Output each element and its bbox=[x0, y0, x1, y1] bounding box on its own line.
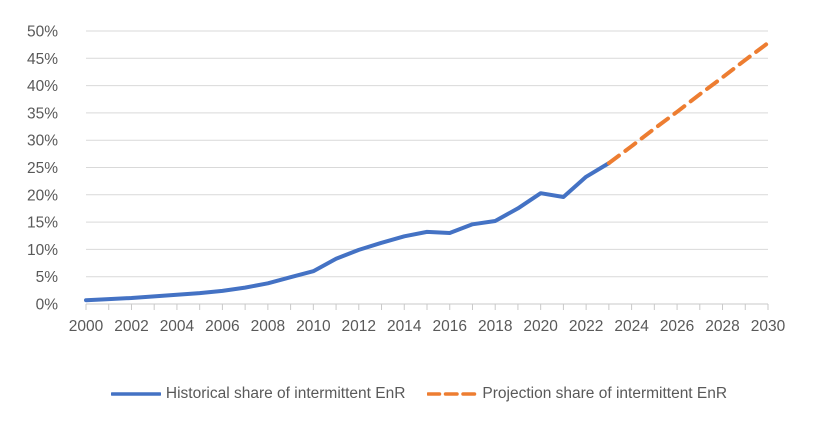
y-axis-tick-label: 45% bbox=[27, 51, 58, 68]
legend-label-historical: Historical share of intermittent EnR bbox=[165, 385, 406, 402]
x-axis-tick-label: 2014 bbox=[387, 318, 422, 335]
legend-item-historical: Historical share of intermittent EnR bbox=[110, 385, 406, 403]
x-axis-tick-label: 2004 bbox=[160, 318, 195, 335]
y-axis-tick-label: 0% bbox=[36, 297, 59, 314]
y-axis-tick-label: 50% bbox=[27, 24, 58, 41]
x-axis-tick-label: 2026 bbox=[660, 318, 694, 335]
y-axis-tick-label: 35% bbox=[27, 105, 58, 122]
x-axis-tick-label: 2028 bbox=[705, 318, 739, 335]
line-chart: 0% 5% 10% 15% 20% 25% 30% 35% 40% 45% 50% 2000 2002 2… bbox=[27, 24, 786, 336]
x-axis-tick-label: 2022 bbox=[569, 318, 603, 335]
y-axis-tick-label: 10% bbox=[27, 242, 58, 259]
legend-swatch-projection-line bbox=[427, 392, 478, 396]
x-axis-tick-label: 2018 bbox=[478, 318, 512, 335]
legend-label-projection: Projection share of intermittent EnR bbox=[482, 385, 728, 402]
x-axis-tick-label: 2000 bbox=[69, 318, 104, 335]
x-axis-tick-label: 2008 bbox=[251, 318, 285, 335]
y-axis-tick-label: 5% bbox=[36, 269, 59, 286]
x-axis-tick-label: 2020 bbox=[523, 318, 558, 335]
x-axis-tick-label: 2010 bbox=[296, 318, 331, 335]
chart-legend: Historical share of intermittent EnR Pro… bbox=[0, 385, 838, 403]
y-axis-tick-label: 15% bbox=[27, 215, 58, 232]
legend-swatch-historical-line bbox=[110, 392, 161, 396]
y-axis-tick-label: 25% bbox=[27, 160, 58, 177]
historical-series-line bbox=[84, 161, 611, 303]
x-axis-tick-label: 2006 bbox=[205, 318, 239, 335]
x-axis-tick-label: 2012 bbox=[342, 318, 376, 335]
legend-item-projection: Projection share of intermittent EnR bbox=[427, 385, 727, 403]
x-axis-tick-label: 2030 bbox=[751, 318, 786, 335]
x-axis-tick-label: 2002 bbox=[114, 318, 148, 335]
y-axis-tick-label: 40% bbox=[27, 78, 58, 95]
y-axis-tick-label: 30% bbox=[27, 133, 58, 150]
x-axis-tick-label: 2024 bbox=[614, 318, 649, 335]
y-axis-tick-label: 20% bbox=[27, 187, 58, 204]
projection-series-line bbox=[606, 41, 770, 166]
x-axis-tick-label: 2016 bbox=[432, 318, 466, 335]
